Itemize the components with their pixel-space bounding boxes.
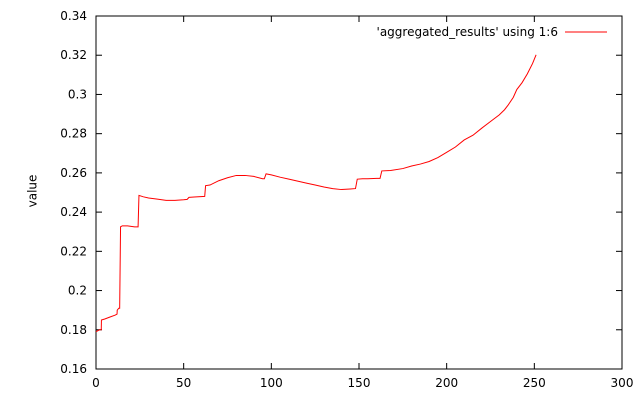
x-tick-label: 100 [260,376,283,390]
y-tick-label: 0.18 [60,323,87,337]
plot-frame [95,15,623,370]
y-tick-label: 0.26 [60,166,87,180]
series-line [95,54,537,333]
y-tick-label: 0.2 [68,284,87,298]
y-tick-label: 0.24 [60,205,87,219]
legend: 'aggregated_results' using 1:6 [377,25,607,39]
y-tick-label: 0.3 [68,87,87,101]
y-axis-label: value [26,175,40,208]
y-tick-label: 0.22 [60,244,87,258]
x-tick-label: 200 [435,376,458,390]
x-tick-label: 0 [92,376,100,390]
x-tick-label: 300 [611,376,634,390]
y-tick-label: 0.28 [60,127,87,141]
y-tick-label: 0.34 [60,9,87,23]
y-tick-label: 0.32 [60,48,87,62]
legend-label: 'aggregated_results' using 1:6 [377,25,558,39]
x-tick-label: 150 [348,376,371,390]
x-tick-label: 250 [523,376,546,390]
y-tick-label: 0.16 [60,362,87,376]
x-tick-label: 50 [176,376,191,390]
